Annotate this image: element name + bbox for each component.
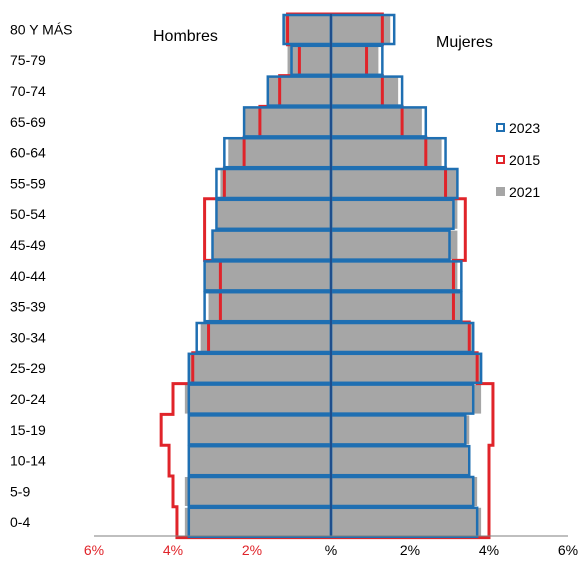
legend-label-2021: 2021 [509, 184, 541, 200]
category-label: 20-24 [10, 391, 46, 407]
bar-2021-hombres [267, 76, 331, 106]
bar-2021-mujeres [331, 199, 458, 229]
bar-2021-mujeres [331, 76, 399, 106]
bar-2021-mujeres [331, 323, 474, 352]
category-label: 5-9 [10, 483, 30, 499]
category-label: 45-49 [10, 237, 46, 253]
category-label: 70-74 [10, 83, 46, 99]
bar-2021-mujeres [331, 477, 478, 506]
category-label: 75-79 [10, 52, 46, 68]
x-tick-label: 6% [558, 542, 578, 558]
legend-label-2023: 2023 [509, 120, 541, 136]
category-label: 60-64 [10, 145, 46, 161]
category-label: 55-59 [10, 175, 46, 191]
category-label: 35-39 [10, 299, 46, 315]
bar-2021-hombres [287, 45, 331, 75]
bar-2021-hombres [188, 415, 331, 445]
bar-2021-hombres [220, 169, 331, 198]
bar-2021-hombres [184, 507, 331, 537]
bar-2021-hombres [208, 292, 331, 322]
category-label: 40-44 [10, 268, 46, 284]
bar-2021-hombres [200, 323, 331, 352]
category-label: 30-34 [10, 329, 46, 345]
category-label: 15-19 [10, 422, 46, 438]
bar-2021-hombres [283, 15, 331, 44]
category-label: 0-4 [10, 514, 30, 530]
bar-2021-hombres [188, 353, 331, 383]
bar-2021-hombres [216, 199, 331, 229]
x-tick-label: 4% [479, 542, 499, 558]
bar-2021-mujeres [331, 45, 379, 75]
bar-2021-hombres [184, 384, 331, 414]
x-tick-label: 2% [400, 542, 420, 558]
bar-2021-mujeres [331, 169, 458, 198]
bar-2021-mujeres [331, 507, 482, 537]
bar-2021-hombres [244, 107, 331, 137]
bar-2021-mujeres [331, 138, 442, 168]
hombres-label: Hombres [153, 28, 218, 45]
outline-2015-hombres [159, 12, 331, 540]
bar-2021-mujeres [331, 415, 470, 445]
x-tick-label: 6% [84, 542, 104, 558]
legend-swatch-2015 [496, 155, 505, 164]
bar-2021-hombres [212, 230, 331, 260]
bar-2021-mujeres [331, 230, 458, 260]
bar-2021-mujeres [331, 261, 458, 291]
category-label: 10-14 [10, 453, 46, 469]
mujeres-label: Mujeres [436, 34, 493, 51]
category-label: 80 Y MÁS [10, 21, 73, 37]
bar-2021-mujeres [331, 292, 462, 322]
bar-2021-mujeres [331, 107, 422, 137]
legend-swatch-2023 [496, 123, 505, 132]
x-tick-label: 2% [242, 542, 262, 558]
legend-label-2015: 2015 [509, 152, 541, 168]
bar-2021-mujeres [331, 446, 470, 476]
bar-2021-mujeres [331, 15, 391, 44]
x-tick-label: % [325, 542, 337, 558]
bar-2021-hombres [188, 446, 331, 476]
x-tick-label: 4% [163, 542, 183, 558]
bar-2021-mujeres [331, 384, 482, 414]
bar-2021-mujeres [331, 353, 482, 383]
legend-swatch-2021 [496, 187, 505, 196]
category-label: 50-54 [10, 206, 46, 222]
bar-2021-hombres [184, 477, 331, 506]
category-label: 25-29 [10, 360, 46, 376]
bar-2021-hombres [204, 261, 331, 291]
category-label: 65-69 [10, 114, 46, 130]
